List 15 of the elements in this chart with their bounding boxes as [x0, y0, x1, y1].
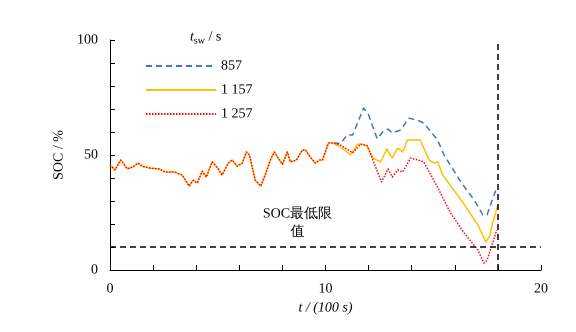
y-tick-label: 50: [84, 148, 98, 162]
y-tick-label: 0: [91, 262, 98, 278]
line-series: [332, 107, 498, 216]
x-axis-title: t / (100 s): [298, 300, 353, 316]
legend-label: 1 157: [221, 82, 252, 98]
ref-line-label: SOC最低限值: [262, 206, 332, 240]
legend-label: 1 257: [221, 106, 252, 122]
x-tick-label: 0: [106, 282, 114, 296]
x-tick-label: 20: [534, 282, 548, 296]
y-axis-title: SOC / %: [52, 130, 66, 180]
line-series: [109, 142, 498, 264]
line-series: [109, 139, 499, 243]
legend-label: 857: [221, 58, 242, 74]
x-tick-label: 10: [318, 282, 332, 296]
y-tick-label: 100: [77, 32, 98, 48]
